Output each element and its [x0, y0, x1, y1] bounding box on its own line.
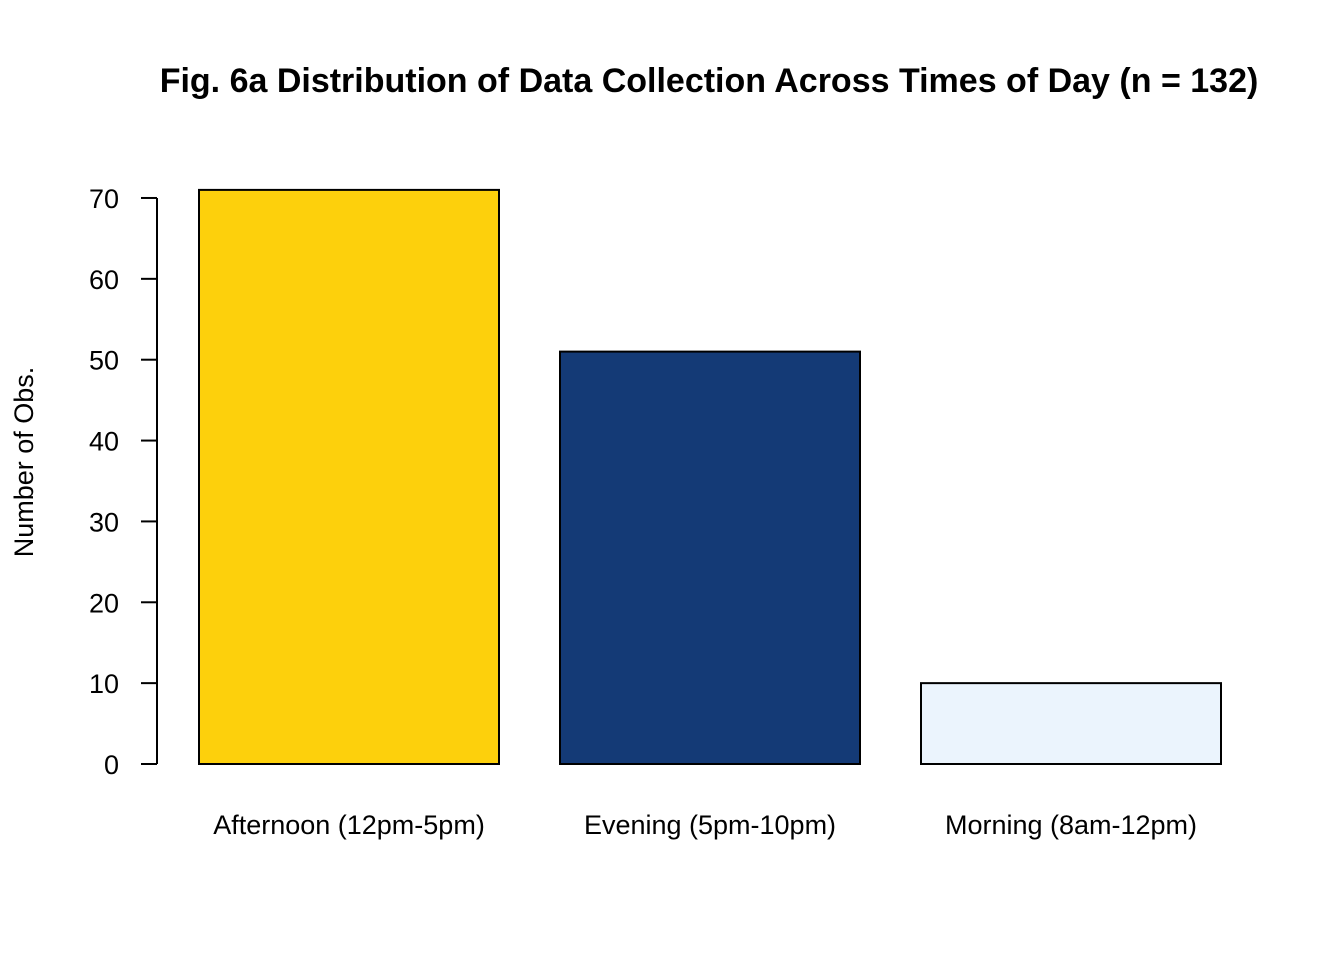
bar	[198, 188, 500, 766]
bar	[920, 682, 1222, 766]
y-axis: 0 10 20 30 40 50 60 70	[89, 184, 158, 780]
y-tick-label: 10	[89, 669, 119, 699]
y-tick-label: 70	[89, 184, 119, 214]
y-tick-label: 30	[89, 507, 119, 537]
x-category-label: Afternoon (12pm-5pm)	[213, 810, 485, 840]
y-tick-label: 20	[89, 588, 119, 618]
y-tick-label: 60	[89, 265, 119, 295]
y-axis-label: Number of Obs.	[9, 367, 39, 558]
y-tick-label: 0	[104, 750, 119, 780]
x-category-label: Morning (8am-12pm)	[945, 810, 1197, 840]
x-axis-labels: Afternoon (12pm-5pm) Evening (5pm-10pm) Mo…	[213, 810, 1197, 840]
y-tick-label: 50	[89, 346, 119, 376]
bars-group	[198, 188, 1222, 766]
bar	[559, 350, 861, 765]
y-tick-label: 40	[89, 427, 119, 457]
x-category-label: Evening (5pm-10pm)	[584, 810, 836, 840]
chart-title: Fig. 6a Distribution of Data Collection …	[160, 62, 1259, 100]
